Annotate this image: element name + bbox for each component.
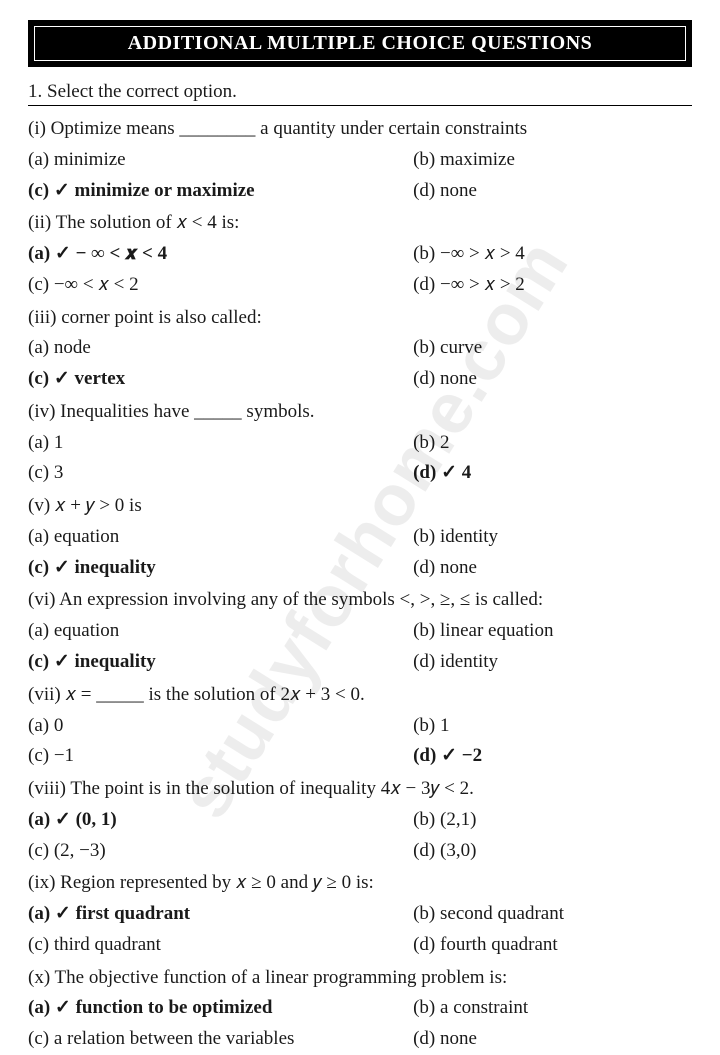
opt-d: (d) −∞ > 𝑥 > 2 (413, 270, 692, 301)
stem: (vi) An expression involving any of the … (28, 585, 692, 616)
opt-c: (c) ✓ minimize or maximize (28, 176, 413, 207)
stem: (vii) 𝑥 = _____ is the solution of 2𝑥 + … (28, 680, 692, 711)
opt-a: (a) 0 (28, 711, 413, 742)
stem: (v) 𝑥 + 𝑦 > 0 is (28, 491, 692, 522)
opt-a: (a) ✓ (0, 1) (28, 805, 413, 836)
opt-a: (a) node (28, 333, 413, 364)
stem: (iii) corner point is also called: (28, 303, 692, 334)
opt-b: (b) (2,1) (413, 805, 692, 836)
question-vi: (vi) An expression involving any of the … (28, 585, 692, 677)
opt-a: (a) ✓ function to be optimized (28, 993, 413, 1024)
stem: (x) The objective function of a linear p… (28, 963, 692, 994)
question-iv: (iv) Inequalities have _____ symbols. (a… (28, 397, 692, 489)
opt-c: (c) third quadrant (28, 930, 413, 961)
opt-b: (b) −∞ > 𝑥 > 4 (413, 239, 692, 270)
opt-b: (b) second quadrant (413, 899, 692, 930)
opt-b: (b) a constraint (413, 993, 692, 1024)
opt-b: (b) curve (413, 333, 692, 364)
opt-d: (d) none (413, 1024, 692, 1055)
opt-c: (c) ✓ inequality (28, 553, 413, 584)
opt-b: (b) linear equation (413, 616, 692, 647)
question-vii: (vii) 𝑥 = _____ is the solution of 2𝑥 + … (28, 680, 692, 772)
page-title: ADDITIONAL MULTIPLE CHOICE QUESTIONS (34, 26, 686, 61)
opt-d: (d) none (413, 364, 692, 395)
opt-b: (b) maximize (413, 145, 692, 176)
opt-d: (d) fourth quadrant (413, 930, 692, 961)
stem: (ii) The solution of 𝑥 < 4 is: (28, 208, 692, 239)
opt-d: (d) identity (413, 647, 692, 678)
opt-a: (a) ✓ first quadrant (28, 899, 413, 930)
opt-a: (a) 1 (28, 428, 413, 459)
opt-b: (b) identity (413, 522, 692, 553)
opt-b: (b) 1 (413, 711, 692, 742)
stem: (viii) The point is in the solution of i… (28, 774, 692, 805)
question-iii: (iii) corner point is also called: (a) n… (28, 303, 692, 395)
header-box: ADDITIONAL MULTIPLE CHOICE QUESTIONS (28, 20, 692, 67)
opt-d: (d) none (413, 553, 692, 584)
question-i: (i) Optimize means ________ a quantity u… (28, 114, 692, 206)
questions: (i) Optimize means ________ a quantity u… (28, 114, 692, 1055)
opt-c: (c) (2, −3) (28, 836, 413, 867)
question-viii: (viii) The point is in the solution of i… (28, 774, 692, 866)
question-ix: (ix) Region represented by 𝑥 ≥ 0 and 𝑦 ≥… (28, 868, 692, 960)
stem: (i) Optimize means ________ a quantity u… (28, 114, 692, 145)
opt-a: (a) minimize (28, 145, 413, 176)
opt-c: (c) ✓ vertex (28, 364, 413, 395)
question-v: (v) 𝑥 + 𝑦 > 0 is (a) equation (b) identi… (28, 491, 692, 583)
opt-d: (d) none (413, 176, 692, 207)
opt-d: (d) (3,0) (413, 836, 692, 867)
opt-c: (c) ✓ inequality (28, 647, 413, 678)
opt-c: (c) 3 (28, 458, 413, 489)
opt-c: (c) −∞ < 𝑥 < 2 (28, 270, 413, 301)
opt-d: (d) ✓ 4 (413, 458, 692, 489)
stem: (ix) Region represented by 𝑥 ≥ 0 and 𝑦 ≥… (28, 868, 692, 899)
opt-c: (c) −1 (28, 741, 413, 772)
opt-a: (a) ✓ − ∞ < 𝒙 < 4 (28, 239, 413, 270)
instruction: 1. Select the correct option. (28, 81, 692, 106)
stem: (iv) Inequalities have _____ symbols. (28, 397, 692, 428)
opt-b: (b) 2 (413, 428, 692, 459)
opt-a: (a) equation (28, 522, 413, 553)
opt-a: (a) equation (28, 616, 413, 647)
question-x: (x) The objective function of a linear p… (28, 963, 692, 1055)
opt-c: (c) a relation between the variables (28, 1024, 413, 1055)
opt-d: (d) ✓ −2 (413, 741, 692, 772)
question-ii: (ii) The solution of 𝑥 < 4 is: (a) ✓ − ∞… (28, 208, 692, 300)
